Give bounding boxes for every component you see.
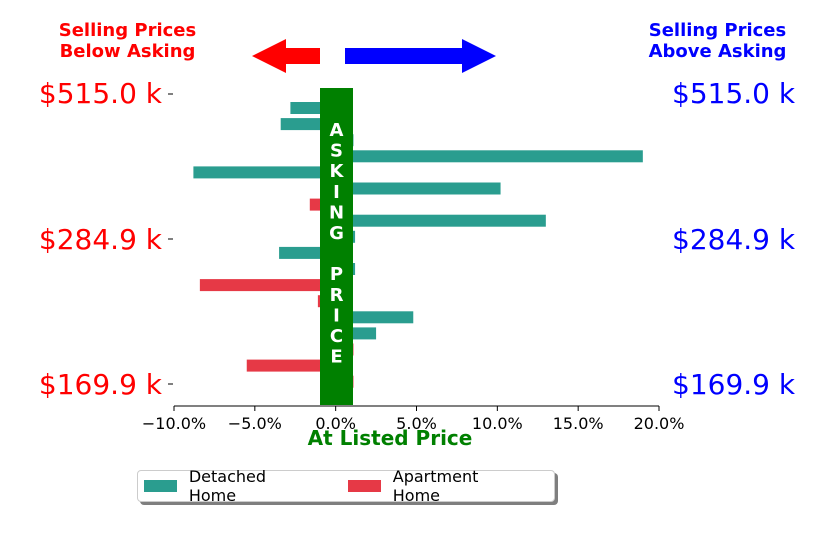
asking-letter-9: I [333, 305, 340, 326]
bar-detached-5 [335, 182, 501, 195]
asking-letter-8: R [330, 285, 344, 306]
asking-letter-10: C [330, 326, 343, 347]
x-tick-label-2: 0.0% [315, 414, 356, 433]
arrow-left-icon [252, 39, 320, 73]
price-label-right-top: $515.0 k [672, 77, 796, 110]
bar-detached-4 [193, 166, 336, 179]
bar-apartment-11 [199, 279, 336, 292]
x-tick-label-5: 15.0% [553, 414, 604, 433]
above-asking-header: Selling Prices Above Asking [630, 20, 805, 62]
x-tick-label-1: −5.0% [228, 414, 282, 433]
x-tick-label-6: 20.0% [634, 414, 685, 433]
below-asking-header-line1: Selling Prices [58, 20, 197, 41]
asking-letter-2: K [330, 161, 345, 182]
price-label-left-top: $515.0 k [38, 77, 162, 110]
price-label-left-middle: $284.9 k [38, 223, 162, 256]
arrow-right-icon [345, 39, 496, 73]
x-axis-title: At Listed Price [307, 426, 473, 450]
price-label-left-bottom: $169.9 k [38, 368, 162, 401]
below-asking-header-line2: Below Asking [59, 41, 196, 62]
bars-layer [193, 102, 643, 388]
above-asking-header-line1: Selling Prices [648, 20, 787, 41]
x-tick-label-3: 5.0% [396, 414, 437, 433]
legend-item-detached: Detached Home [144, 467, 314, 505]
above-asking-header-line2: Above Asking [648, 41, 787, 62]
legend-swatch-detached [144, 480, 177, 492]
legend-item-apartment: Apartment Home [347, 467, 526, 505]
bar-detached-3 [335, 150, 643, 163]
bar-detached-7 [335, 214, 546, 227]
asking-letter-1: S [330, 141, 343, 162]
asking-letter-7: P [330, 264, 343, 285]
asking-letter-3: I [333, 182, 340, 203]
below-asking-header: Selling Prices Below Asking [40, 20, 215, 62]
asking-letter-0: A [330, 120, 344, 141]
price-label-right-bottom: $169.9 k [672, 368, 796, 401]
bar-apartment-16 [246, 359, 336, 372]
asking-letter-11: E [330, 347, 342, 368]
legend: Detached Home Apartment Home [137, 467, 555, 505]
x-axis: −10.0% −5.0% 0.0% 5.0% 10.0% 15.0% 20.0% [142, 93, 685, 433]
legend-swatch-apartment [347, 480, 381, 492]
bar-detached-13 [335, 311, 414, 324]
legend-label-detached: Detached Home [188, 467, 267, 505]
asking-price-band [320, 88, 353, 405]
asking-letter-5: G [329, 223, 344, 244]
asking-letter-4: N [329, 202, 344, 223]
legend-label-apartment: Apartment Home [392, 467, 479, 505]
x-tick-label-4: 10.0% [472, 414, 523, 433]
x-tick-label-0: −10.0% [142, 414, 206, 433]
price-label-right-middle: $284.9 k [672, 223, 796, 256]
